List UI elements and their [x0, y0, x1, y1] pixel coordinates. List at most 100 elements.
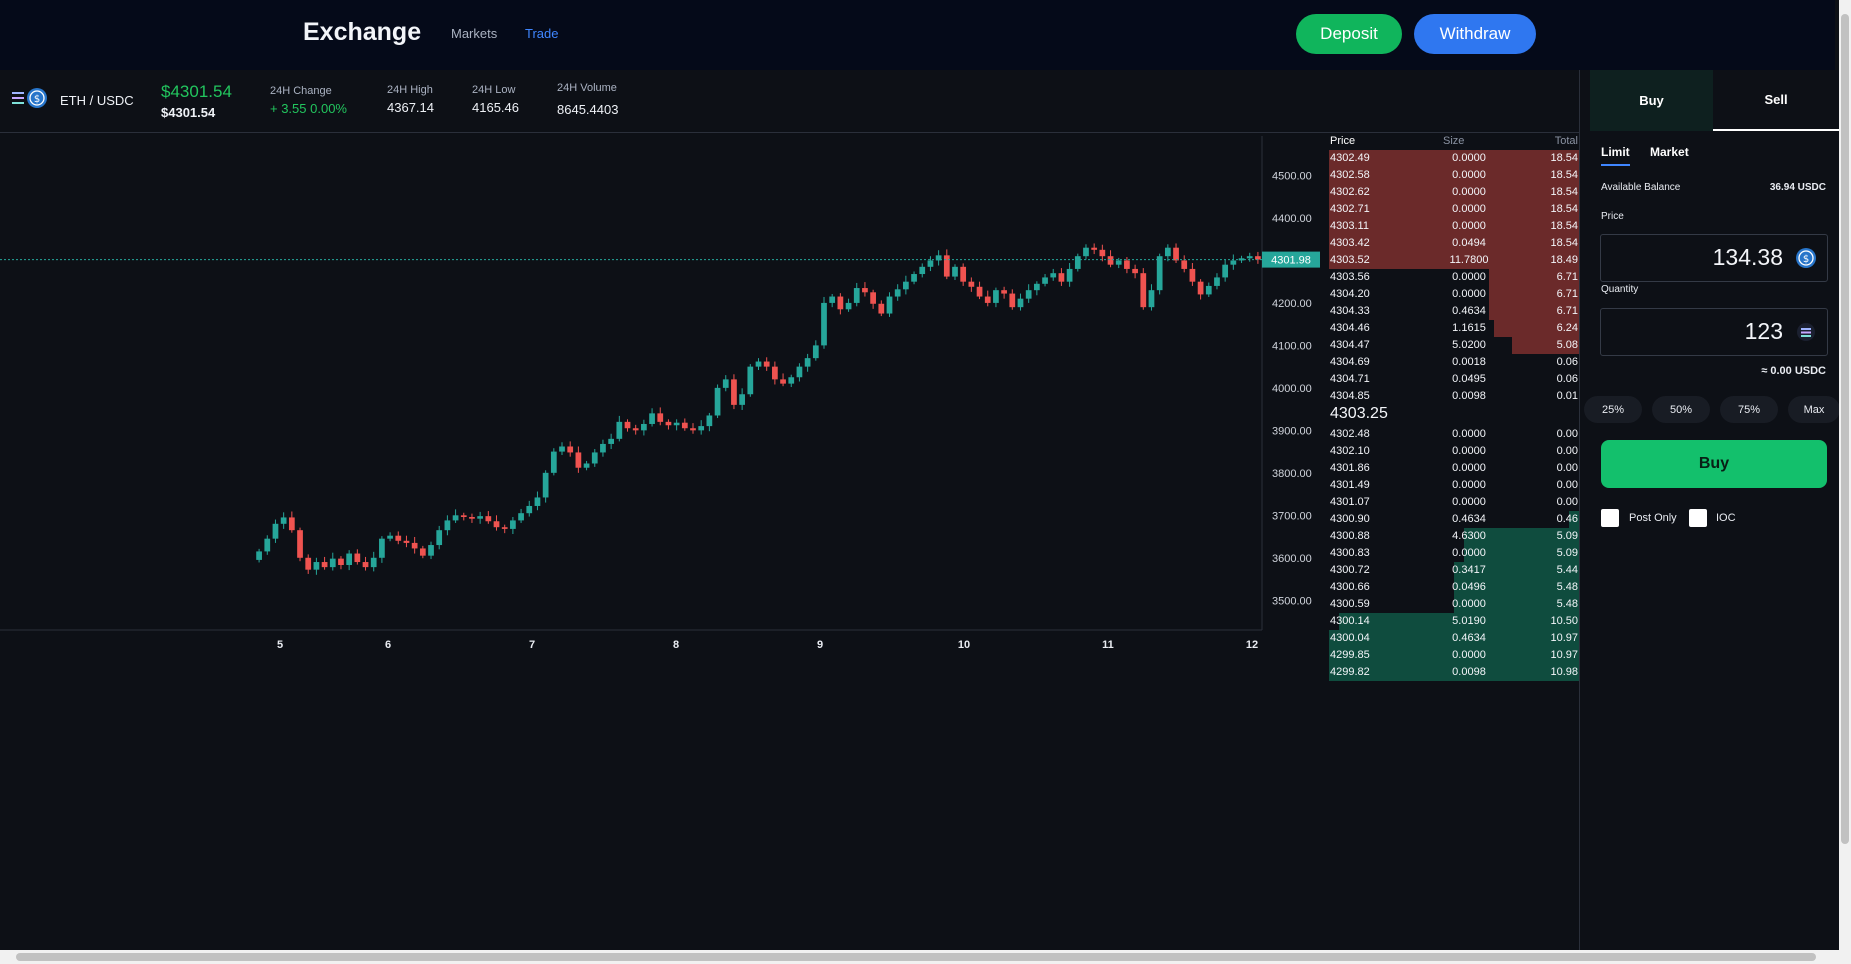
candle-body: [894, 289, 901, 297]
bid-row[interactable]: 4299.82 0.0098 10.98: [1329, 664, 1579, 681]
bid-price: 4300.72: [1330, 564, 1370, 576]
candle-body: [1025, 290, 1032, 299]
candle-body: [1181, 260, 1188, 269]
market-ticker: $ ETH / USDC $4301.54 $4301.54 24H Chang…: [0, 70, 1579, 133]
ioc-checkbox[interactable]: [1689, 509, 1707, 527]
ask-size: 0.0000: [1452, 271, 1486, 283]
bid-row[interactable]: 4300.90 0.4634 0.46: [1329, 511, 1579, 528]
y-tick-label: 3700.00: [1272, 510, 1312, 522]
order-type-market[interactable]: Market: [1650, 145, 1689, 159]
ask-total: 0.06: [1556, 356, 1578, 368]
svg-text:$: $: [1803, 254, 1809, 265]
ask-row[interactable]: 4304.71 0.0495 0.06: [1329, 371, 1579, 388]
candle-body: [387, 535, 393, 539]
ask-row[interactable]: 4302.58 0.0000 18.54: [1329, 167, 1579, 184]
bid-row[interactable]: 4302.48 0.0000 0.00: [1329, 426, 1579, 443]
candle-body: [329, 558, 336, 568]
pct-75-button[interactable]: 75%: [1720, 396, 1778, 423]
ask-row[interactable]: 4302.49 0.0000 18.54: [1329, 150, 1579, 167]
pct-50-button[interactable]: 50%: [1652, 396, 1710, 423]
candle-body: [583, 463, 590, 468]
bid-row[interactable]: 4300.59 0.0000 5.48: [1329, 596, 1579, 613]
pair-name[interactable]: ETH / USDC: [60, 93, 134, 108]
ask-size: 11.7800: [1449, 254, 1489, 266]
pct-25-button[interactable]: 25%: [1584, 396, 1642, 423]
bid-row[interactable]: 4300.14 5.0190 10.50: [1329, 613, 1579, 630]
nav-markets[interactable]: Markets: [451, 26, 498, 41]
ask-total: 18.54: [1550, 169, 1578, 181]
bid-row[interactable]: 4299.85 0.0000 10.97: [1329, 647, 1579, 664]
ask-row[interactable]: 4304.46 1.1615 6.24: [1329, 320, 1579, 337]
candle-body: [518, 513, 524, 521]
volume-label: 24H Volume: [557, 82, 617, 94]
nav-trade[interactable]: Trade: [525, 26, 559, 41]
ask-price: 4304.20: [1330, 288, 1370, 300]
candle-body: [886, 296, 893, 314]
bid-total: 5.09: [1556, 530, 1578, 542]
candlestick-chart[interactable]: 4500.004400.004300.004200.004100.004000.…: [0, 133, 1327, 685]
ask-size: 0.0000: [1452, 186, 1486, 198]
order-type-limit[interactable]: Limit: [1601, 145, 1630, 166]
logo[interactable]: Exchange: [303, 18, 422, 46]
bid-price: 4301.07: [1330, 496, 1370, 508]
candle-body: [984, 296, 991, 303]
ask-depth-bar: [1329, 184, 1579, 201]
ask-price: 4304.47: [1330, 339, 1370, 351]
vertical-scroll-thumb[interactable]: [1841, 14, 1849, 844]
bid-row[interactable]: 4300.66 0.0496 5.48: [1329, 579, 1579, 596]
ask-size: 0.0494: [1452, 237, 1486, 249]
post-only-checkbox[interactable]: [1601, 509, 1619, 527]
bid-row[interactable]: 4300.83 0.0000 5.09: [1329, 545, 1579, 562]
bid-row[interactable]: 4300.72 0.3417 5.44: [1329, 562, 1579, 579]
ask-row[interactable]: 4304.69 0.0018 0.06: [1329, 354, 1579, 371]
tab-buy[interactable]: Buy: [1590, 70, 1713, 131]
candle-body: [1189, 268, 1196, 282]
candle-body: [485, 516, 492, 522]
candle-body: [796, 366, 803, 378]
bid-row[interactable]: 4302.10 0.0000 0.00: [1329, 443, 1579, 460]
candle-body: [1214, 277, 1220, 286]
ask-row[interactable]: 4303.11 0.0000 18.54: [1329, 218, 1579, 235]
price-chart[interactable]: 4500.004400.004300.004200.004100.004000.…: [0, 133, 1327, 685]
ask-row[interactable]: 4303.56 0.0000 6.71: [1329, 269, 1579, 286]
deposit-button[interactable]: Deposit: [1296, 14, 1402, 54]
bid-size: 0.0000: [1452, 445, 1486, 457]
ask-size: 0.0000: [1452, 152, 1486, 164]
ask-row[interactable]: 4303.42 0.0494 18.54: [1329, 235, 1579, 252]
horizontal-scroll-thumb[interactable]: [16, 953, 1816, 961]
ask-row[interactable]: 4304.20 0.0000 6.71: [1329, 286, 1579, 303]
quantity-input-value[interactable]: 123: [1744, 318, 1783, 344]
ask-row[interactable]: 4304.33 0.4634 6.71: [1329, 303, 1579, 320]
candle-body: [1042, 277, 1048, 284]
bid-price: 4301.86: [1330, 462, 1370, 474]
pct-max-button[interactable]: Max: [1788, 396, 1840, 423]
bid-row[interactable]: 4300.04 0.4634 10.97: [1329, 630, 1579, 647]
ask-price: 4303.56: [1330, 271, 1370, 283]
bid-row[interactable]: 4300.88 4.6300 5.09: [1329, 528, 1579, 545]
bid-row[interactable]: 4301.49 0.0000 0.00: [1329, 477, 1579, 494]
candle-body: [411, 542, 418, 549]
price-input[interactable]: 134.38 $: [1600, 234, 1828, 282]
ask-row[interactable]: 4302.62 0.0000 18.54: [1329, 184, 1579, 201]
bid-row[interactable]: 4301.86 0.0000 0.00: [1329, 460, 1579, 477]
ask-row[interactable]: 4304.47 5.0200 5.08: [1329, 337, 1579, 354]
bid-price: 4300.04: [1330, 632, 1370, 644]
ask-row[interactable]: 4304.85 0.0098 0.01: [1329, 388, 1579, 405]
candle-body: [444, 520, 451, 531]
candle-body: [649, 413, 655, 424]
ask-row[interactable]: 4302.71 0.0000 18.54: [1329, 201, 1579, 218]
ask-row[interactable]: 4303.52 11.7800 18.49: [1329, 252, 1579, 269]
ask-depth-bar: [1329, 235, 1579, 252]
quantity-input[interactable]: 123: [1600, 308, 1828, 356]
orderbook-header: Price Size Total: [1329, 133, 1579, 150]
tab-sell[interactable]: Sell: [1713, 70, 1839, 131]
withdraw-button[interactable]: Withdraw: [1414, 14, 1536, 54]
bid-row[interactable]: 4301.07 0.0000 0.00: [1329, 494, 1579, 511]
ask-price: 4304.69: [1330, 356, 1370, 368]
submit-buy-button[interactable]: Buy: [1601, 440, 1827, 488]
current-price-tag: [1262, 251, 1320, 268]
ask-price: 4302.71: [1330, 203, 1370, 215]
price-input-value[interactable]: 134.38: [1712, 244, 1783, 270]
bid-total: 0.00: [1556, 496, 1578, 508]
bid-depth-bar: [1339, 613, 1579, 630]
